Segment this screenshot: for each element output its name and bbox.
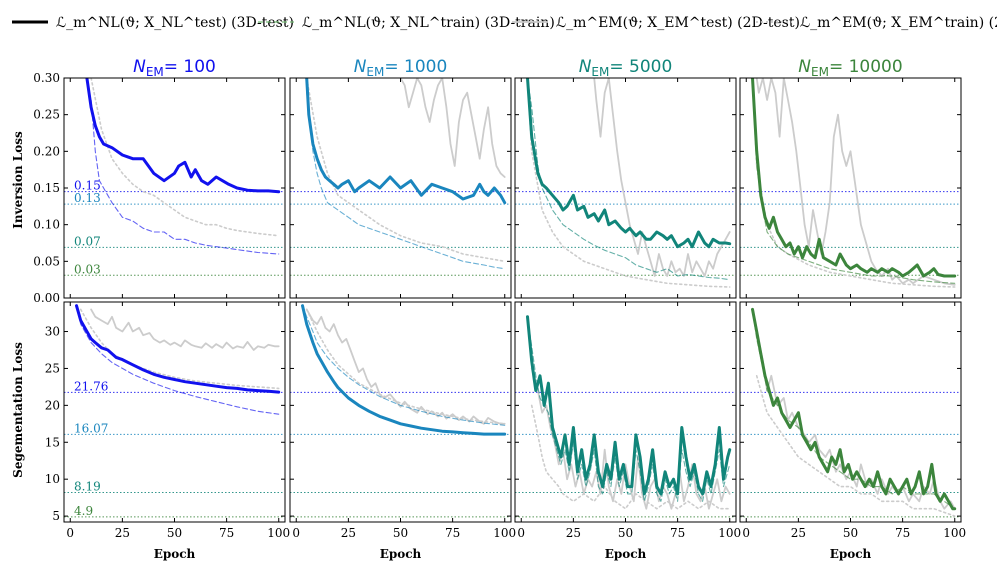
series-2D-test bbox=[530, 367, 731, 510]
series-3D-test bbox=[526, 315, 732, 496]
reference-line-label: 0.03 bbox=[74, 262, 101, 276]
x-tick-label: 0 bbox=[742, 526, 750, 540]
legend-label-0: ℒ_m^NL(ϑ; X_NL^test) (3D-test) bbox=[56, 15, 294, 31]
row-labels: Inversion Loss Segementation Loss bbox=[11, 131, 25, 478]
x-tick-label: 25 bbox=[115, 526, 130, 540]
x-tick-label: 50 bbox=[167, 526, 182, 540]
x-axis-title: Epoch bbox=[380, 547, 422, 561]
panel-title: NEM= 5000 bbox=[579, 57, 673, 79]
x-tick-label: 50 bbox=[843, 526, 858, 540]
reference-line-label: 21.76 bbox=[74, 379, 108, 393]
y-tick-label: 0.10 bbox=[33, 218, 60, 232]
x-tick-label: 75 bbox=[219, 526, 234, 540]
x-axis-title: Epoch bbox=[154, 547, 196, 561]
x-axis-title: Epoch bbox=[605, 547, 647, 561]
series-2D-test bbox=[305, 308, 506, 425]
series-2D-test bbox=[399, 78, 506, 178]
x-tick-label: 75 bbox=[895, 526, 910, 540]
y-tick-label: 20 bbox=[45, 398, 60, 412]
panel-segmentation-100: 21.76 16.07 8.19 4.90 25 50 75 100 5 10 15 20 25 30 Ep… bbox=[45, 301, 290, 561]
series-3D-test bbox=[305, 78, 507, 205]
series-3D-test bbox=[301, 304, 507, 436]
y-tick-label: 15 bbox=[45, 435, 60, 449]
legend-label-3: ℒ_m^EM(ϑ; X_EM^train) (2D-train) bbox=[800, 15, 997, 31]
x-tick-label: 25 bbox=[566, 526, 581, 540]
x-tick-label: 0 bbox=[66, 526, 74, 540]
x-tick-label: 75 bbox=[445, 526, 460, 540]
series-3D-train bbox=[306, 92, 506, 270]
panel-title: NEM= 100 bbox=[133, 57, 216, 79]
x-tick-label: 100 bbox=[267, 526, 290, 540]
series-2D-train bbox=[305, 308, 506, 425]
x-tick-label: 100 bbox=[943, 526, 966, 540]
y-tick-label: 0.25 bbox=[33, 108, 60, 122]
y-tick-label: 0.05 bbox=[33, 254, 60, 268]
panels: 0.150.130.070.030.000.050.100.150.200.25… bbox=[33, 57, 966, 561]
series-3D-test bbox=[526, 78, 732, 249]
series-2D-test bbox=[593, 78, 731, 277]
legend-label-2: ℒ_m^EM(ϑ; X_EM^test) (2D-test) bbox=[556, 15, 800, 31]
panel-inversion-1000: NEM= 1000 bbox=[289, 57, 512, 299]
series-2D-train bbox=[530, 404, 731, 510]
y-tick-label: 0.15 bbox=[33, 181, 60, 195]
series-2D-train bbox=[526, 78, 731, 288]
reference-line-label: 4.9 bbox=[74, 504, 93, 518]
series-2D-train bbox=[90, 78, 280, 237]
panel-inversion-10000: NEM= 10000 bbox=[739, 57, 962, 299]
series-3D-test bbox=[751, 78, 957, 278]
x-tick-label: 25 bbox=[341, 526, 356, 540]
series-2D-test bbox=[755, 78, 956, 286]
reference-line-label: 8.19 bbox=[74, 480, 101, 494]
series-3D-train bbox=[526, 78, 731, 281]
series-3D-train bbox=[75, 305, 280, 415]
y-tick-label: 25 bbox=[45, 361, 60, 375]
y-tick-label: 30 bbox=[45, 325, 60, 339]
series-3D-test bbox=[85, 78, 281, 194]
panel-inversion-100: 0.150.130.070.030.000.050.100.150.200.25… bbox=[33, 57, 286, 305]
plot-frame bbox=[739, 77, 962, 299]
series-3D-test bbox=[75, 304, 281, 394]
series-3D-train bbox=[90, 99, 280, 255]
legend: ℒ_m^NL(ϑ; X_NL^test) (3D-test) ℒ_m^NL(ϑ; … bbox=[12, 15, 997, 31]
y-tick-label: 5 bbox=[52, 509, 60, 523]
y-tick-label: 0.00 bbox=[33, 291, 60, 305]
x-tick-label: 50 bbox=[393, 526, 408, 540]
y-tick-label: 10 bbox=[45, 472, 60, 486]
reference-line-label: 16.07 bbox=[74, 421, 108, 435]
ylabel-segmentation: Segementation Loss bbox=[11, 342, 25, 478]
ylabel-inversion: Inversion Loss bbox=[11, 131, 25, 229]
plot-frame bbox=[289, 301, 512, 523]
panel-inversion-5000: NEM= 5000 bbox=[514, 57, 737, 299]
series-3D-train bbox=[526, 316, 731, 502]
series-3D-test bbox=[751, 307, 957, 511]
panel-segmentation-1000: 0 25 50 75 100 Epoch bbox=[289, 301, 516, 561]
x-tick-label: 0 bbox=[517, 526, 525, 540]
x-tick-label: 50 bbox=[618, 526, 633, 540]
x-tick-label: 75 bbox=[670, 526, 685, 540]
series-2D-train bbox=[79, 308, 280, 390]
series-2D-test bbox=[90, 308, 280, 351]
reference-line-label: 0.07 bbox=[74, 234, 101, 248]
series-2D-train bbox=[755, 375, 956, 517]
series-2D-train bbox=[305, 78, 506, 263]
series-3D-train bbox=[751, 78, 956, 284]
panel-segmentation-5000: 0 25 50 75 100 Epoch bbox=[514, 301, 741, 561]
panel-title: NEM= 10000 bbox=[798, 57, 902, 79]
y-tick-label: 0.20 bbox=[33, 144, 60, 158]
y-tick-label: 0.30 bbox=[33, 71, 60, 85]
x-tick-label: 0 bbox=[292, 526, 300, 540]
panel-title: NEM= 1000 bbox=[354, 57, 448, 79]
x-tick-label: 100 bbox=[718, 526, 741, 540]
x-tick-label: 25 bbox=[791, 526, 806, 540]
legend-label-1: ℒ_m^NL(ϑ; X_NL^train) (3D-train) bbox=[302, 15, 555, 31]
x-axis-title: Epoch bbox=[830, 547, 872, 561]
reference-line-label: 0.13 bbox=[74, 191, 101, 205]
reference-line-label: 0.15 bbox=[74, 179, 101, 193]
series-2D-train bbox=[751, 78, 956, 288]
x-tick-label: 100 bbox=[493, 526, 516, 540]
series-3D-train bbox=[301, 305, 506, 426]
panel-segmentation-10000: 0 25 50 75 100 Epoch bbox=[739, 301, 966, 561]
